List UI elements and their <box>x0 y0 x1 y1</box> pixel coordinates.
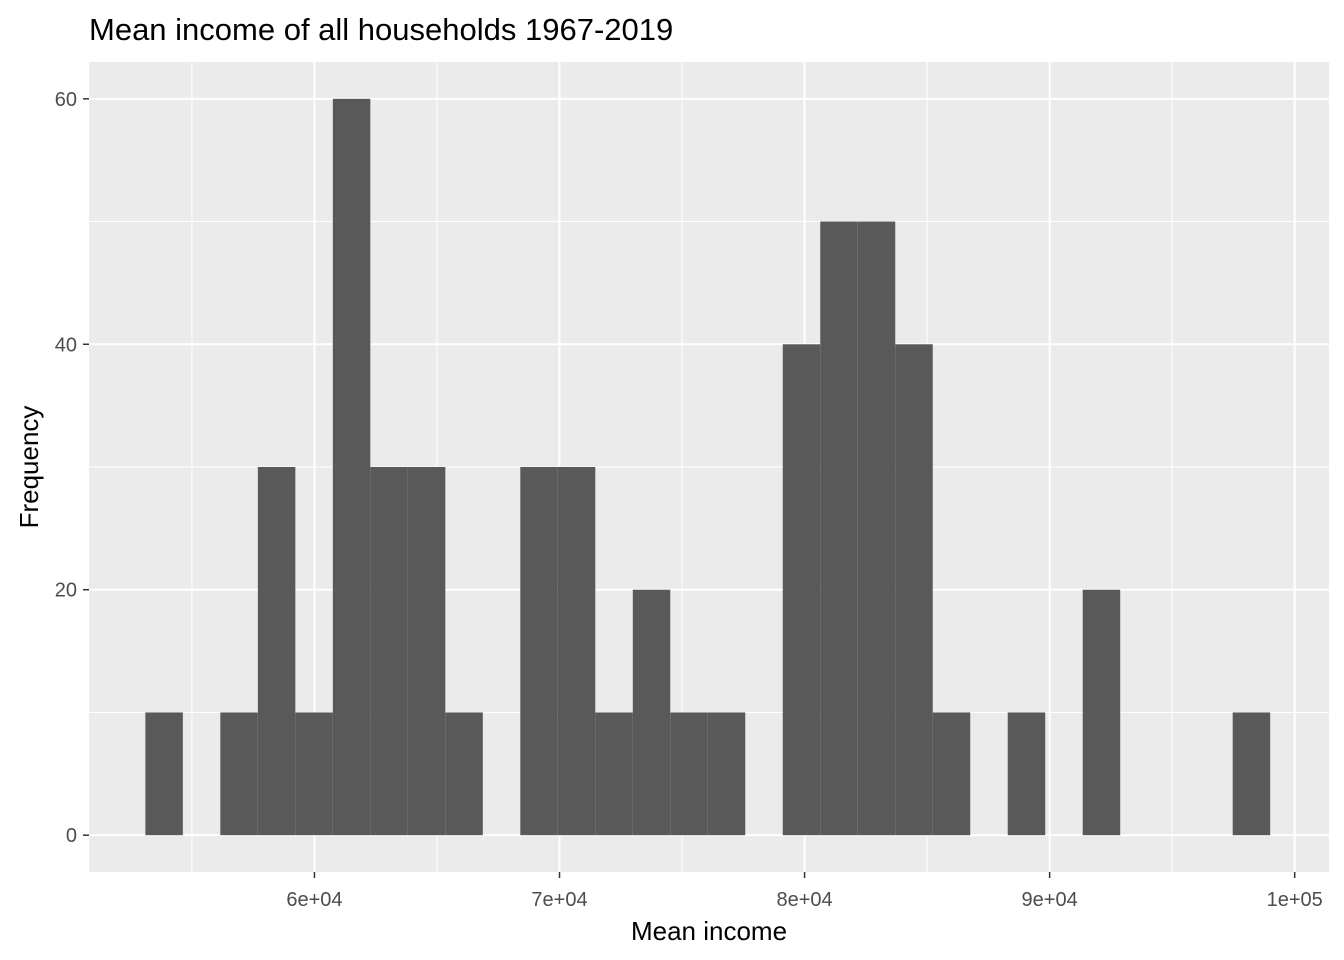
y-tick-label: 0 <box>66 825 77 847</box>
y-tick-label: 60 <box>55 89 77 111</box>
histogram-bar <box>782 344 821 836</box>
x-axis: 6e+04 7e+04 8e+04 9e+04 1e+05 <box>286 872 1323 911</box>
histogram-bars <box>145 98 1271 836</box>
histogram-bar <box>820 221 858 836</box>
histogram-bar <box>857 221 896 836</box>
histogram-bar <box>1232 712 1271 836</box>
histogram-bar <box>1082 589 1121 836</box>
histogram-bar <box>407 467 446 836</box>
histogram-bar <box>332 98 371 836</box>
histogram-bar <box>370 467 408 836</box>
x-axis-title: Mean income <box>631 916 787 946</box>
chart-title: Mean income of all households 1967-2019 <box>89 12 673 47</box>
y-axis: 0 20 40 60 <box>55 89 89 847</box>
histogram-bar <box>520 467 558 836</box>
y-tick-label: 40 <box>55 334 77 356</box>
x-tick-label: 7e+04 <box>531 889 587 911</box>
histogram-bar <box>1007 712 1046 836</box>
x-tick-label: 6e+04 <box>286 889 342 911</box>
histogram-bar <box>595 712 633 836</box>
histogram-bar <box>632 589 671 836</box>
histogram-bar <box>670 712 708 836</box>
x-tick-label: 9e+04 <box>1022 889 1078 911</box>
histogram-bar <box>445 712 483 836</box>
y-axis-title: Frequency <box>14 406 44 529</box>
histogram-bar <box>220 712 258 836</box>
histogram-bar <box>257 467 296 836</box>
histogram-bar <box>895 344 933 836</box>
x-tick-label: 8e+04 <box>776 889 832 911</box>
histogram-bar <box>707 712 746 836</box>
histogram-bar <box>932 712 971 836</box>
y-tick-label: 20 <box>55 580 77 602</box>
histogram-bar <box>145 712 183 836</box>
histogram-bar <box>295 712 333 836</box>
histogram-bar <box>557 467 596 836</box>
x-tick-label: 1e+05 <box>1267 889 1323 911</box>
